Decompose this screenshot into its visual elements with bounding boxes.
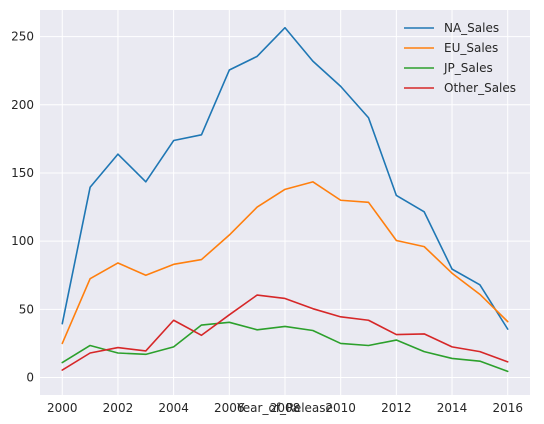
grid-lines [40, 10, 530, 395]
y-tick-label: 0 [26, 371, 34, 385]
series-line-eu-sales [61, 181, 509, 345]
legend-label-other-sales: Other_Sales [444, 81, 516, 95]
x-axis-title: Year_of_Release [236, 401, 333, 415]
series-lines [61, 26, 509, 373]
x-tick-label: 2008 [270, 401, 301, 415]
y-tick-label: 250 [11, 30, 34, 44]
y-tick-label: 100 [11, 234, 34, 248]
x-tick-label: 2012 [381, 401, 412, 415]
x-tick-label: 2000 [47, 401, 78, 415]
x-tick-label: 2010 [325, 401, 356, 415]
y-axis-ticks: 0 50 100 150 200 250 [11, 30, 34, 385]
y-tick-label: 150 [11, 166, 34, 180]
x-tick-label: 2006 [214, 401, 245, 415]
legend: NA_Sales EU_Sales JP_Sales Other_Sales [404, 21, 516, 95]
series-line-jp-sales [61, 321, 509, 373]
x-axis-ticks: 2000 2002 2004 2006 2008 2010 2012 2014 2016 [47, 401, 523, 415]
x-tick-label: 2004 [158, 401, 189, 415]
y-tick-label: 200 [11, 98, 34, 112]
series-line-na-sales [61, 26, 509, 330]
legend-label-jp-sales: JP_Sales [443, 61, 493, 75]
series-line-other-sales [61, 294, 509, 371]
x-tick-label: 2016 [492, 401, 523, 415]
x-tick-label: 2014 [437, 401, 468, 415]
x-tick-label: 2002 [103, 401, 134, 415]
y-tick-label: 50 [19, 302, 34, 316]
legend-label-na-sales: NA_Sales [444, 21, 499, 35]
legend-label-eu-sales: EU_Sales [444, 41, 498, 55]
